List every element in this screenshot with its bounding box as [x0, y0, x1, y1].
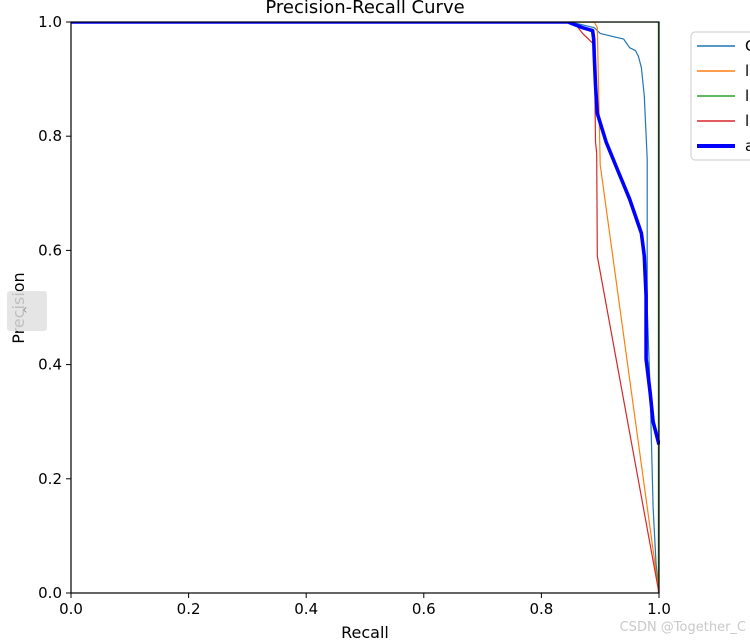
chevron-left-icon: ‹ [22, 302, 28, 318]
x-tick-label: 1.0 [647, 600, 671, 618]
scroll-handle[interactable]: ‹ [7, 291, 47, 331]
axis-ticks: 0.0 0.2 0.4 0.6 0.8 1.0 0.0 0.2 0.4 0.6 0.8 1.0 [38, 13, 671, 618]
x-tick-label: 0.0 [59, 600, 83, 618]
y-tick-label: 1.0 [38, 13, 62, 31]
legend-entry: C [745, 37, 750, 55]
x-tick-label: 0.2 [177, 600, 201, 618]
series-line [71, 22, 660, 594]
x-axis-label: Recall [341, 623, 389, 640]
watermark: CSDN @Together_C [619, 620, 746, 635]
series-line [71, 22, 660, 594]
y-tick-label: 0.6 [38, 241, 62, 259]
series-line [71, 22, 660, 445]
y-tick-label: 0.2 [38, 470, 62, 488]
legend-entry: a [745, 137, 750, 155]
x-tick-label: 0.6 [412, 600, 436, 618]
x-tick-label: 0.8 [529, 600, 553, 618]
plot-area [70, 21, 660, 594]
legend-entry: l [745, 112, 749, 130]
y-tick-label: 0.0 [38, 584, 62, 602]
y-tick-label: 0.4 [38, 356, 62, 374]
chart-title: Precision-Recall Curve [265, 0, 464, 18]
series-line [71, 22, 660, 594]
legend-entry: l [745, 87, 749, 105]
legend: Cllla [690, 31, 750, 161]
series-line [71, 22, 660, 594]
y-tick-label: 0.8 [38, 127, 62, 145]
plot-frame [70, 21, 660, 594]
legend-entry: l [745, 62, 749, 80]
x-tick-label: 0.4 [294, 600, 318, 618]
